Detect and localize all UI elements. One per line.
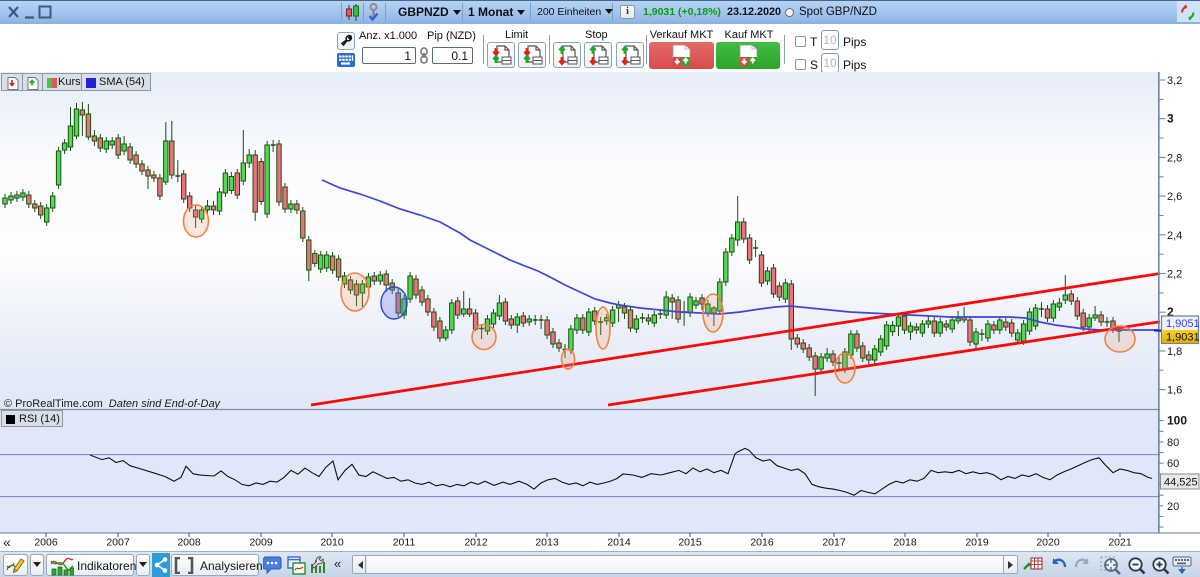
svg-text:2,6: 2,6 <box>1167 191 1182 203</box>
svg-text:2020: 2020 <box>1036 537 1060 549</box>
svg-text:2017: 2017 <box>822 537 846 549</box>
svg-text:2015: 2015 <box>678 537 702 549</box>
svg-text:2021: 2021 <box>1108 537 1132 549</box>
svg-text:2009: 2009 <box>249 537 273 549</box>
svg-text:2,2: 2,2 <box>1167 269 1182 281</box>
svg-text:2012: 2012 <box>464 537 488 549</box>
svg-text:2018: 2018 <box>893 537 917 549</box>
svg-text:2014: 2014 <box>607 537 631 549</box>
svg-text:44,525: 44,525 <box>1164 477 1198 489</box>
svg-text:2011: 2011 <box>393 537 416 549</box>
svg-text:2010: 2010 <box>320 537 344 549</box>
svg-text:1,6: 1,6 <box>1167 385 1182 397</box>
svg-text:2006: 2006 <box>34 537 58 549</box>
svg-text:2007: 2007 <box>106 537 130 549</box>
svg-text:1,9051: 1,9051 <box>1166 318 1200 330</box>
svg-text:2: 2 <box>1167 305 1174 319</box>
svg-text:60: 60 <box>1167 458 1179 470</box>
svg-text:2,4: 2,4 <box>1167 230 1182 242</box>
svg-text:2,8: 2,8 <box>1167 152 1182 164</box>
svg-text:2016: 2016 <box>750 537 774 549</box>
svg-text:20: 20 <box>1167 501 1179 513</box>
svg-text:1,8: 1,8 <box>1167 346 1182 358</box>
svg-text:2008: 2008 <box>177 537 201 549</box>
svg-text:2019: 2019 <box>965 537 989 549</box>
svg-text:3: 3 <box>1167 112 1174 126</box>
svg-text:2013: 2013 <box>535 537 559 549</box>
svg-text:100: 100 <box>1167 414 1187 428</box>
svg-text:1,9031: 1,9031 <box>1166 332 1200 344</box>
svg-text:3,2: 3,2 <box>1167 75 1182 87</box>
svg-text:80: 80 <box>1167 437 1179 449</box>
svg-text:«: « <box>3 534 11 550</box>
